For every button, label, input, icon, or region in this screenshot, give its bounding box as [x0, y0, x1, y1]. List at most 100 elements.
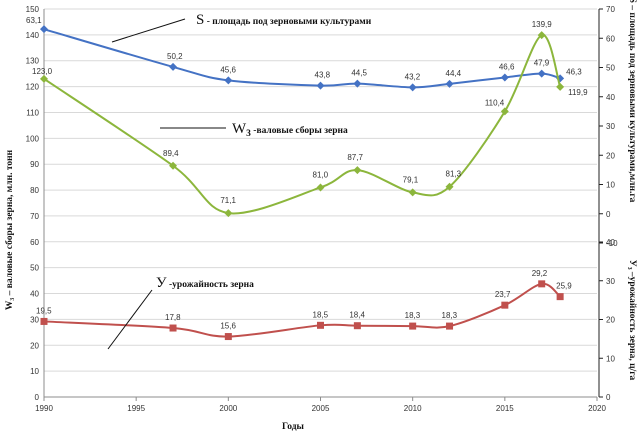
y-tick-left: 50: [30, 264, 39, 273]
x-tick: 2020: [588, 404, 606, 413]
series-S: 63,1 50,2 45,6 43,8 44,5 43,2 44,4 46,6 47,9 46,3: [26, 16, 582, 92]
data-point-U: [40, 317, 48, 325]
y-axis-title-left: W₃ – валовые сборы зерна, млн. тонн: [4, 149, 15, 310]
data-label-S: 50,2: [167, 52, 183, 61]
data-label-S: 44,5: [351, 69, 367, 78]
data-label-W: 87,7: [347, 153, 363, 162]
data-point-U: [169, 324, 177, 332]
data-label-S: 46,3: [566, 67, 582, 76]
data-label-W: 81,3: [446, 170, 462, 179]
annotation-W: W3 -валовые сборы зерна: [160, 121, 348, 139]
data-label-W: 110,4: [485, 98, 505, 107]
series-U: 19,5 17,8 15,6 18,5 18,4 18,3 18,3 23,7 29,2 25,9: [36, 269, 572, 341]
y-tick-left: 60: [30, 238, 39, 247]
y-tick-right-bottom: 10: [606, 354, 615, 363]
data-point-U: [446, 322, 454, 330]
data-point-U: [501, 301, 509, 309]
data-point-W: [316, 183, 325, 192]
data-label-S: 46,6: [499, 62, 515, 71]
y-tick-left: 120: [26, 83, 40, 92]
y-tick-right-top: -10: [606, 239, 618, 248]
data-label-W: 81,0: [313, 170, 329, 179]
data-label-W: 119,9: [568, 88, 588, 97]
y-tick-right-bottom: 30: [606, 277, 615, 286]
annotations-layer: S - площадь под зерновыми культурами W3 -…: [107, 12, 372, 350]
data-point-S: [408, 83, 417, 92]
series-line-W: [43, 34, 562, 215]
data-point-S: [537, 69, 546, 78]
data-label-U: 18,4: [349, 311, 365, 320]
y-tick-left: 100: [26, 134, 40, 143]
data-point-W: [445, 182, 454, 191]
data-point-S: [40, 25, 48, 34]
y-tick-right-bottom: 0: [606, 393, 611, 402]
y-tick-left: 30: [30, 315, 39, 324]
data-point-W: [500, 107, 509, 116]
axes: 0102030405060708090100110120130140150199…: [26, 5, 618, 413]
y-tick-right-top: 70: [606, 5, 615, 14]
data-point-U: [224, 333, 232, 341]
data-point-S: [353, 79, 362, 88]
x-tick: 1995: [127, 404, 145, 413]
data-label-S: 47,9: [534, 59, 550, 68]
data-point-W: [169, 161, 178, 170]
y-tick-right-top: 20: [606, 151, 615, 160]
data-point-S: [316, 81, 325, 90]
series-line-S: [43, 28, 561, 89]
y-tick-right-top: 30: [606, 122, 615, 131]
x-tick: 2005: [312, 404, 330, 413]
series-line-U: [43, 282, 561, 338]
data-point-S: [445, 79, 454, 88]
x-tick: 2015: [496, 404, 514, 413]
y-tick-left: 110: [26, 108, 39, 117]
data-point-W: [353, 166, 362, 175]
data-label-U: 18,5: [313, 310, 329, 319]
data-point-U: [317, 321, 324, 329]
y-tick-right-top: 10: [606, 181, 615, 190]
data-label-U: 25,9: [556, 282, 572, 291]
y-tick-right-top: 40: [606, 93, 615, 102]
y-axis-title-right-bottom: У₃ –урожайность зерна, ц/га: [627, 260, 638, 381]
y-tick-left: 90: [30, 160, 39, 169]
data-label-U: 18,3: [405, 311, 421, 320]
series-W: 123,0 89,4 71,1 81,0 87,7 79,1 81,3 110,4 139,9 1…: [32, 20, 588, 218]
data-point-S: [169, 62, 178, 71]
x-axis-title: Годы: [282, 422, 304, 432]
leader-line-S: [111, 18, 186, 43]
y-tick-left: 40: [30, 290, 39, 299]
y-tick-left: 140: [26, 31, 40, 40]
y-tick-right-top: 0: [606, 210, 611, 219]
series-layer: 63,1 50,2 45,6 43,8 44,5 43,2 44,4 46,6 47,9 46,3…: [26, 16, 588, 341]
y-tick-left: 70: [30, 212, 39, 221]
data-point-U: [556, 293, 564, 301]
data-label-S: 43,2: [405, 72, 421, 81]
data-point-S: [500, 73, 509, 82]
y-tick-left: 80: [30, 186, 39, 195]
data-point-W: [224, 209, 233, 218]
data-label-S: 43,8: [315, 71, 331, 80]
data-label-W: 89,4: [163, 149, 179, 158]
data-label-W: 139,9: [532, 20, 553, 29]
data-point-U: [353, 322, 361, 330]
data-point-W: [556, 82, 565, 91]
data-label-W: 71,1: [220, 196, 236, 205]
data-label-U: 19,5: [36, 306, 52, 315]
x-tick: 1990: [35, 404, 53, 413]
x-tick: 2000: [219, 404, 237, 413]
y-tick-right-top: 60: [606, 34, 615, 43]
y-tick-right-bottom: 40: [606, 238, 615, 247]
y-tick-left: 10: [30, 367, 39, 376]
data-point-U: [538, 280, 546, 288]
data-label-U: 18,3: [442, 311, 458, 320]
annotation-S: S - площадь под зерновыми культурами: [111, 12, 372, 43]
x-tick: 2010: [404, 404, 422, 413]
y-axis-title-right-top: S – площадь под зерновыми культурами,млн…: [627, 0, 637, 203]
data-point-W: [537, 31, 546, 40]
annotation-U: У -урожайность зерна: [107, 275, 254, 350]
data-point-W: [40, 74, 48, 83]
y-tick-left: 20: [30, 341, 39, 350]
y-tick-left: 0: [35, 393, 40, 402]
data-label-S: 45,6: [220, 65, 236, 74]
data-label-S: 63,1: [26, 16, 42, 25]
